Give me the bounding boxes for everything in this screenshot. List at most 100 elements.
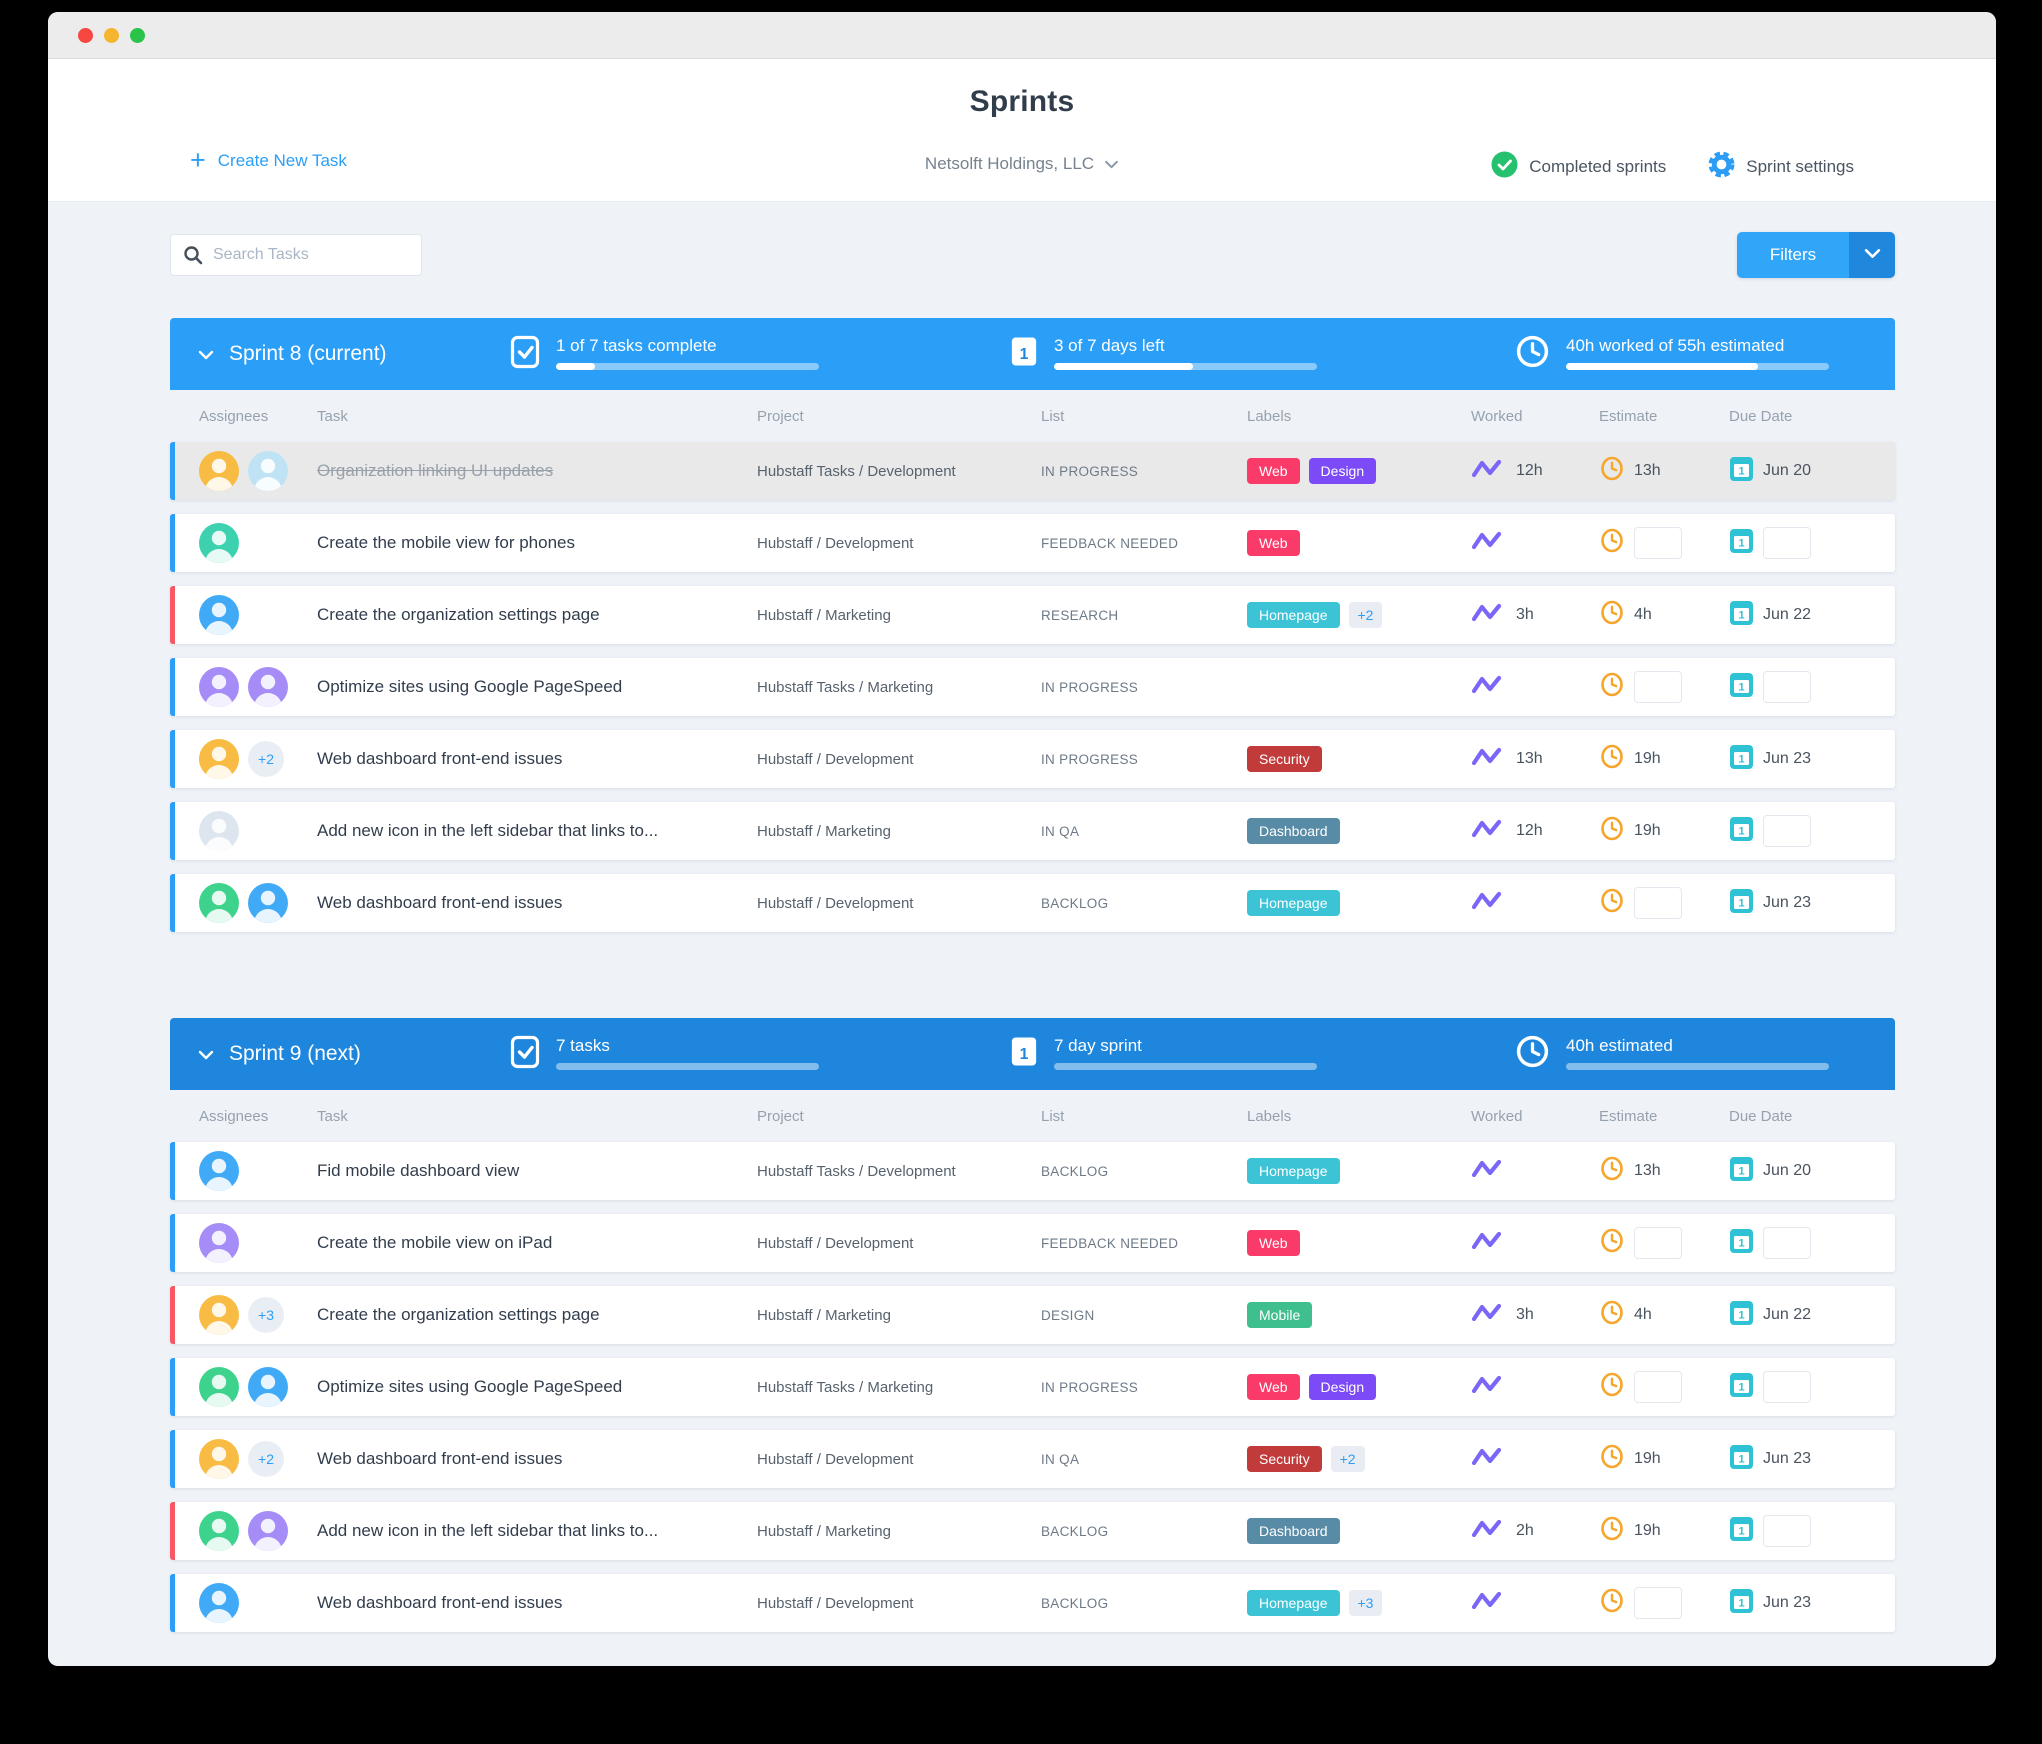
due-date-value: Jun 20 xyxy=(1763,1162,1812,1179)
close-window-button[interactable] xyxy=(78,27,93,43)
extra-labels-badge[interactable]: +3 xyxy=(1348,1590,1383,1616)
due-date-input[interactable] xyxy=(1763,815,1811,847)
label-chip: Homepage xyxy=(1247,890,1340,916)
estimate-input[interactable] xyxy=(1634,1371,1682,1403)
clock-icon xyxy=(1599,455,1625,487)
worked-activity-icon xyxy=(1471,458,1507,485)
sprint-hours-stat: 40h estimated xyxy=(1515,1034,1829,1074)
list-cell: BACKLOG xyxy=(1041,1523,1109,1539)
task-row[interactable]: Optimize sites using Google PageSpeed Hu… xyxy=(170,1358,1895,1416)
worked-activity-icon xyxy=(1471,530,1507,557)
sprint-sections: Sprint 8 (current) 1 of 7 tasks complete… xyxy=(170,318,1895,1632)
filters-dropdown-toggle[interactable] xyxy=(1849,232,1895,278)
search-icon xyxy=(183,245,203,270)
svg-text:1: 1 xyxy=(1738,610,1744,622)
estimate-cell: 13h xyxy=(1599,1155,1729,1187)
extra-assignees-badge[interactable]: +3 xyxy=(248,1297,284,1333)
task-row[interactable]: +3 Create the organization settings page… xyxy=(170,1286,1895,1344)
assignee-avatar xyxy=(199,811,239,851)
extra-labels-badge[interactable]: +2 xyxy=(1348,602,1383,628)
assignees-cell xyxy=(199,595,317,635)
label-chip: Homepage xyxy=(1247,1590,1340,1616)
completed-sprints-button[interactable]: Completed sprints xyxy=(1491,151,1666,183)
extra-assignees-badge[interactable]: +2 xyxy=(248,1441,284,1477)
worked-activity-icon xyxy=(1471,890,1507,917)
assignee-avatar xyxy=(199,1151,239,1191)
sprint-collapse-toggle[interactable]: Sprint 9 (next) xyxy=(198,1042,510,1066)
task-row[interactable]: Optimize sites using Google PageSpeed Hu… xyxy=(170,658,1895,716)
list-cell: IN QA xyxy=(1041,1451,1080,1467)
chevron-down-icon xyxy=(1864,246,1881,264)
task-row[interactable]: +2 Web dashboard front-end issues Hubsta… xyxy=(170,730,1895,788)
task-row[interactable]: Web dashboard front-end issues Hubstaff … xyxy=(170,874,1895,932)
gear-icon xyxy=(1708,151,1735,183)
assignee-avatar xyxy=(199,739,239,779)
maximize-window-button[interactable] xyxy=(130,27,145,43)
sprint-title: Sprint 8 (current) xyxy=(229,342,387,365)
task-row[interactable]: Create the mobile view for phones Hubsta… xyxy=(170,514,1895,572)
assignee-avatar xyxy=(248,1367,288,1407)
estimate-input[interactable] xyxy=(1634,527,1682,559)
estimate-cell: 19h xyxy=(1599,743,1729,775)
estimate-value: 4h xyxy=(1634,606,1652,623)
search-input[interactable] xyxy=(170,234,422,276)
task-name: Web dashboard front-end issues xyxy=(317,1449,563,1468)
project-cell: Hubstaff / Development xyxy=(757,1594,914,1612)
estimate-input[interactable] xyxy=(1634,1227,1682,1259)
task-row[interactable]: Create the mobile view on iPad Hubstaff … xyxy=(170,1214,1895,1272)
clock-icon xyxy=(1599,815,1625,847)
svg-text:1: 1 xyxy=(1738,682,1744,694)
due-date-input[interactable] xyxy=(1763,1227,1811,1259)
days-progress-bar xyxy=(1054,363,1317,370)
assignee-avatar xyxy=(248,451,288,491)
estimate-input[interactable] xyxy=(1634,1587,1682,1619)
task-row[interactable]: Create the organization settings page Hu… xyxy=(170,586,1895,644)
assignees-cell xyxy=(199,523,317,563)
extra-assignees-badge[interactable]: +2 xyxy=(248,741,284,777)
assignee-avatar xyxy=(199,451,239,491)
toolbar: Filters xyxy=(170,232,1895,278)
worked-activity-icon xyxy=(1471,1518,1507,1545)
minimize-window-button[interactable] xyxy=(104,27,119,43)
task-name: Web dashboard front-end issues xyxy=(317,749,563,768)
svg-text:1: 1 xyxy=(1738,754,1744,766)
task-row[interactable]: Add new icon in the left sidebar that li… xyxy=(170,802,1895,860)
assignees-cell: +2 xyxy=(199,1439,317,1479)
task-row[interactable]: Organization linking UI updates Hubstaff… xyxy=(170,442,1895,500)
filters-button[interactable]: Filters xyxy=(1737,232,1895,278)
labels-cell: Dashboard xyxy=(1247,1518,1471,1544)
worked-cell xyxy=(1471,1374,1599,1401)
worked-activity-icon xyxy=(1471,602,1507,629)
estimate-input[interactable] xyxy=(1634,887,1682,919)
organization-selector[interactable]: Netsolft Holdings, LLC xyxy=(48,154,1996,174)
assignees-cell: +3 xyxy=(199,1295,317,1335)
task-row[interactable]: +2 Web dashboard front-end issues Hubsta… xyxy=(170,1430,1895,1488)
due-date-input[interactable] xyxy=(1763,1371,1811,1403)
svg-text:1: 1 xyxy=(1738,466,1744,478)
column-header: Assignees xyxy=(199,407,269,425)
task-row[interactable]: Add new icon in the left sidebar that li… xyxy=(170,1502,1895,1560)
calendar-icon: 1 xyxy=(1729,1515,1754,1547)
svg-text:1: 1 xyxy=(1738,538,1744,550)
extra-labels-badge[interactable]: +2 xyxy=(1330,1446,1365,1472)
estimate-value: 19h xyxy=(1634,750,1661,767)
due-date-input[interactable] xyxy=(1763,671,1811,703)
worked-cell xyxy=(1471,890,1599,917)
task-row[interactable]: Fid mobile dashboard view Hubstaff Tasks… xyxy=(170,1142,1895,1200)
create-new-task-button[interactable]: + Create New Task xyxy=(190,146,347,173)
clock-icon xyxy=(1515,334,1550,374)
due-date-input[interactable] xyxy=(1763,527,1811,559)
task-row[interactable]: Web dashboard front-end issues Hubstaff … xyxy=(170,1574,1895,1632)
worked-cell: 12h xyxy=(1471,818,1599,845)
sprint-collapse-toggle[interactable]: Sprint 8 (current) xyxy=(198,342,510,366)
assignee-avatar xyxy=(248,1511,288,1551)
estimate-value: 13h xyxy=(1634,1162,1661,1179)
label-chip: Security xyxy=(1247,1446,1322,1472)
due-date-input[interactable] xyxy=(1763,1515,1811,1547)
labels-cell: Mobile xyxy=(1247,1302,1471,1328)
labels-cell: Security xyxy=(1247,746,1471,772)
sprint-settings-button[interactable]: Sprint settings xyxy=(1708,151,1854,183)
estimate-input[interactable] xyxy=(1634,671,1682,703)
filters-label[interactable]: Filters xyxy=(1737,232,1849,278)
chevron-down-icon xyxy=(198,342,214,366)
